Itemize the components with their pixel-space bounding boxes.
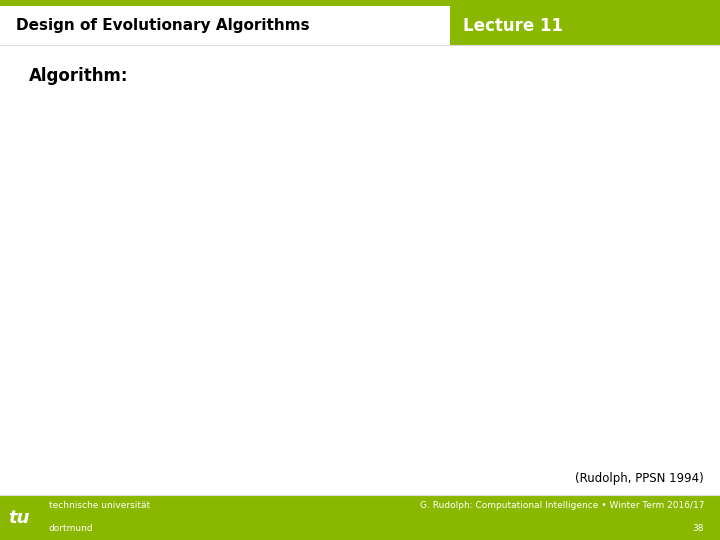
Bar bbox=[0, 6, 720, 45]
Text: tu: tu bbox=[9, 509, 30, 526]
Text: Algorithm:: Algorithm: bbox=[29, 67, 128, 85]
Bar bbox=[0, 0, 720, 6]
Bar bbox=[0, 495, 720, 540]
Text: Design of Evolutionary Algorithms: Design of Evolutionary Algorithms bbox=[16, 18, 310, 33]
Text: technische universität: technische universität bbox=[49, 501, 150, 510]
Text: dortmund: dortmund bbox=[49, 524, 94, 533]
Bar bbox=[0, 45, 720, 495]
Text: G. Rudolph: Computational Intelligence • Winter Term 2016/17: G. Rudolph: Computational Intelligence •… bbox=[420, 501, 704, 510]
Bar bbox=[450, 6, 720, 45]
Text: (Rudolph, PPSN 1994): (Rudolph, PPSN 1994) bbox=[575, 472, 704, 485]
Text: 38: 38 bbox=[693, 524, 704, 533]
Text: Lecture 11: Lecture 11 bbox=[463, 17, 563, 35]
